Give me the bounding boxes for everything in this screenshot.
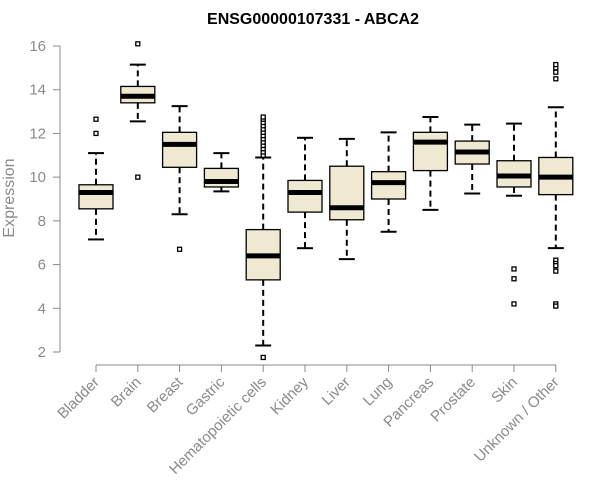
box-group [161,105,198,252]
y-ticks: 2 4 6 8 10 12 14 16 [29,38,60,361]
outlier-point [260,354,266,361]
y-tick-label: 16 [29,38,46,55]
x-tick-label: Brain [108,374,145,411]
outlier-point [93,116,99,122]
y-tick-label: 6 [38,257,46,274]
outlier-point [553,61,559,68]
box [78,184,114,210]
y-tick-label: 10 [29,169,46,186]
x-tick-label: Liver [319,374,354,409]
box [287,179,323,213]
y-tick-label: 8 [38,213,46,230]
y-tick-label: 14 [29,82,46,99]
box-group [412,116,449,211]
x-tick-label: Bladder [54,374,103,423]
outlier-point [511,276,517,282]
box [412,131,449,172]
box-group [203,152,240,193]
x-tick-label: Skin [488,374,521,407]
box-group [120,41,156,180]
x-tick-label: Lung [360,374,396,410]
outlier-point [553,69,559,75]
box-group [496,122,532,307]
outlier-point [93,130,99,137]
boxes [78,41,574,361]
outlier-point [553,268,559,274]
outlier-point [553,303,559,309]
box-group [287,136,323,250]
outlier-point [553,263,559,269]
outlier-point [511,301,517,307]
box [370,171,407,200]
outlier-point [176,246,183,252]
box-group [329,137,365,261]
box [203,167,240,188]
x-tick-label: Breast [144,373,187,416]
y-tick-label: 2 [38,344,46,361]
box-group [538,61,574,309]
x-tick-label: Prostate [427,374,479,426]
box-group [78,116,114,241]
x-tick-label: Kidney [267,373,312,418]
y-tick-label: 12 [29,125,46,142]
box-group [454,123,490,195]
outlier-point [260,114,266,120]
outlier-point [135,41,141,47]
box [161,131,198,168]
box [329,165,365,221]
chart-title: ENSG00000107331 - ABCA2 [207,11,419,28]
box-group [245,114,281,361]
y-tick-label: 4 [38,300,46,317]
y-axis-label: Expression [1,158,18,237]
box-group [370,131,407,233]
outlier-point [135,174,141,180]
outlier-point [511,266,517,272]
outlier-point [553,76,559,82]
